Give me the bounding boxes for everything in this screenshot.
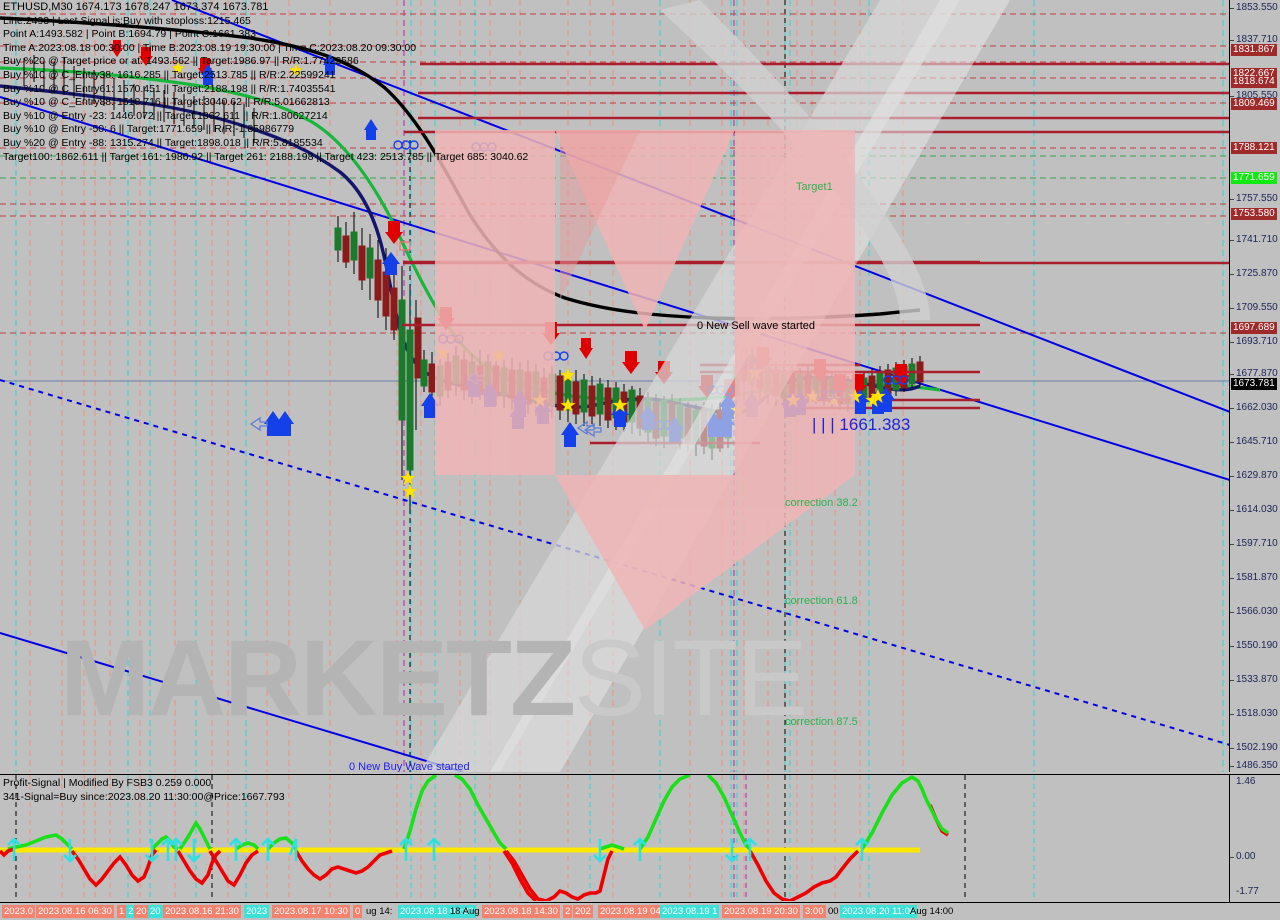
header-line-2: Point A:1493.582 | Point B:1694.79 | Poi… [3, 28, 256, 41]
indicator-line-positive [7, 775, 928, 851]
watermark-bold: MARKETZ [60, 617, 576, 738]
price-level-label: 1771.659 [1231, 172, 1277, 184]
header-line-11: Target100: 1862.611 || Target 161: 1986.… [3, 150, 529, 163]
time-label: 2023.08.20 11:00 [840, 905, 918, 918]
price-level-label: 1788.121 [1231, 142, 1277, 154]
header-line-7: Buy %10 @ C_Entry88: 1518.716 || Target:… [3, 96, 330, 109]
price-pane[interactable]: MARKETZSITE [0, 0, 1280, 772]
time-label: ug 14: [366, 906, 393, 917]
header-line-1: Line:2493 | Last Signal is:Buy with stop… [3, 14, 251, 27]
time-label: 2023.0 [2, 905, 36, 918]
price-tick: 1725.870 [1236, 268, 1278, 279]
time-label: Aug 14:00 [910, 906, 954, 917]
indicator-info-header: Profit-Signal | Modified By FSB3 0.259 0… [3, 776, 285, 804]
header-line-9: Buy %10 @ Entry -50: 6 || Target:1771.65… [3, 123, 295, 136]
time-label: 18 Aug [450, 906, 480, 917]
watermark-thin: SITE [573, 617, 808, 738]
annotation-target1: Target1 [796, 181, 833, 193]
header-line-4: Buy %20 @ Target price or at: 1493.562 |… [3, 55, 359, 68]
price-tick: 1502.190 [1236, 742, 1278, 753]
time-label: 2023.08.16 06:30 [36, 905, 114, 918]
price-tick: 1693.710 [1236, 336, 1278, 347]
time-label: 3:00 [803, 905, 826, 918]
header-line-3: Time A:2023.08.18 00:30:00 | Time B:2023… [3, 41, 417, 54]
time-label: 2023.08.18 14:30 [482, 905, 560, 918]
price-tick: 1709.550 [1236, 302, 1278, 313]
annotation-new-buy-wave: 0 New Buy Wave started [349, 761, 470, 772]
price-scale[interactable]: 1853.550 1837.710 1805.550 1757.550 1741… [1229, 0, 1280, 772]
price-tick: 1597.710 [1236, 538, 1278, 549]
time-label: 0 [353, 905, 363, 918]
time-label: 2023.08.19 1 [660, 905, 720, 918]
price-tick: 1581.870 [1236, 572, 1278, 583]
time-label: 2023 [244, 905, 270, 918]
price-plot-area[interactable]: MARKETZSITE [0, 0, 1230, 772]
indicator-tick-top: 1.46 [1236, 776, 1256, 787]
time-label: 2 [563, 905, 573, 918]
price-tick: 1645.710 [1236, 436, 1278, 447]
time-label: 00 [828, 906, 839, 917]
price-level-label: 1753.580 [1231, 208, 1277, 220]
indicator-chart-svg [0, 775, 1035, 901]
header-line-8: Buy %10 @ Entry -23: 1446.072 || Target:… [3, 109, 328, 122]
time-label: 20 [134, 905, 149, 918]
chart-info-header: ETHUSD,M30 1674.173 1678.247 1673.374 16… [3, 1, 528, 164]
indicator-line-negative [0, 804, 949, 901]
price-tick: 1662.030 [1236, 402, 1278, 413]
header-line-0: ETHUSD,M30 1674.173 1678.247 1673.374 16… [3, 1, 269, 13]
price-tick: 1805.550 [1236, 90, 1278, 101]
indicator-line-1: Profit-Signal | Modified By FSB3 0.259 0… [3, 777, 212, 789]
time-label: 2023.08.19 20:30 [722, 905, 800, 918]
time-label: 202 [573, 905, 593, 918]
indicator-line-2: 341-Signal=Buy since:2023.08.20 11:30:00… [3, 791, 285, 803]
time-label: 20 [148, 905, 163, 918]
price-tick: 1837.710 [1236, 34, 1278, 45]
annotation-new-sell-wave: 0 New Sell wave started [697, 320, 815, 332]
annotation-correction-38: correction 38.2 [785, 497, 858, 509]
indicator-pane[interactable]: Profit-Signal | Modified By FSB3 0.259 0… [0, 774, 1280, 902]
header-line-6: Buy %10 @ C_Entry61: 1570.451 || Target:… [3, 82, 336, 95]
price-tick: 1853.550 [1236, 2, 1278, 13]
annotation-correction-61: correction 61.8 [785, 595, 858, 607]
time-label: 1 [117, 905, 127, 918]
indicator-tick-zero: 0.00 [1236, 851, 1256, 862]
price-tick: 1518.030 [1236, 708, 1278, 719]
time-label: 2 [126, 905, 136, 918]
price-level-label: 1818.674 [1231, 76, 1277, 88]
annotation-correction-87: correction 87.5 [785, 716, 858, 728]
time-axis[interactable]: 2023.0 2023.08.16 06:30 1 2 20 20 2023.0… [0, 902, 1280, 920]
price-tick: 1757.550 [1236, 193, 1278, 204]
price-tick: 1629.870 [1236, 470, 1278, 481]
current-price-label: 1673.781 [1231, 378, 1277, 390]
time-label: 2023.08.17 10:30 [272, 905, 350, 918]
price-level-label: 1809.469 [1231, 98, 1277, 110]
header-line-5: Buy %10 @ C_Entry38: 1616.285 || Target:… [3, 68, 336, 81]
price-tick: 1741.710 [1236, 234, 1278, 245]
indicator-tick-bottom: -1.77 [1236, 886, 1259, 897]
price-tick: 1550.190 [1236, 640, 1278, 651]
price-tick: 1486.350 [1236, 760, 1278, 771]
price-tick: 1533.870 [1236, 674, 1278, 685]
indicator-plot-area[interactable]: Profit-Signal | Modified By FSB3 0.259 0… [0, 775, 1230, 901]
time-label: 2023.08.19 04:00 [598, 905, 676, 918]
time-label: 2023.08.16 21:30 [163, 905, 241, 918]
price-level-label: 1697.689 [1231, 322, 1277, 334]
indicator-scale[interactable]: 1.46 0.00 -1.77 [1229, 775, 1280, 902]
price-tick: 1677.870 [1236, 368, 1278, 379]
time-label: 2023.08.18 00:30 [398, 905, 476, 918]
indicator-signal-markers [7, 837, 869, 863]
price-level-label: 1831.867 [1231, 44, 1277, 56]
price-tick: 1566.030 [1236, 606, 1278, 617]
annotation-point-c-price: | | | 1661.383 [812, 415, 911, 434]
header-line-10: Buy %20 @ Entry -88: 1315.274 || Target:… [3, 136, 323, 149]
price-tick: 1614.030 [1236, 504, 1278, 515]
watermark-text: MARKETZSITE [60, 615, 808, 740]
